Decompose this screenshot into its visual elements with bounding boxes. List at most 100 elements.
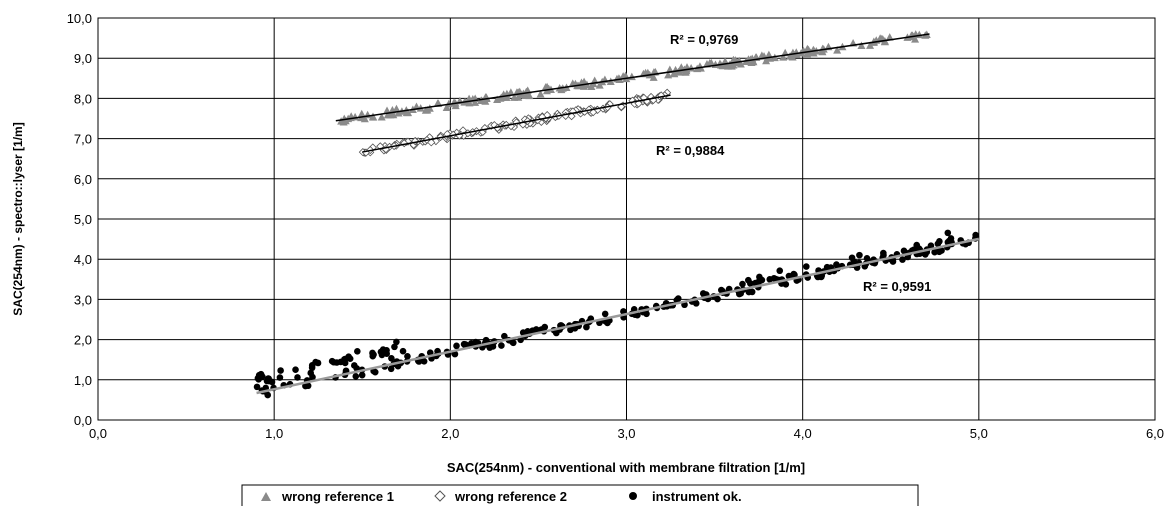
data-point-triangle [779,53,788,61]
data-point-circle [265,377,273,385]
data-point-triangle [357,109,366,118]
data-point-circle [257,370,265,378]
data-point-circle [620,308,627,315]
data-point-circle [739,280,746,288]
trendline [362,94,671,153]
data-point-circle [524,328,531,335]
y-tick-label: 4,0 [74,252,92,267]
data-point-circle [352,373,360,380]
data-point-circle [737,290,745,297]
data-point-triangle [360,114,369,123]
data-point-circle [276,374,284,381]
r2-label-series-1: R² = 0,9769 [670,32,738,47]
y-tick-label: 7,0 [74,132,92,147]
trendlines [256,33,980,395]
data-point-circle [934,240,942,248]
data-point-circle [745,288,753,296]
data-point-triangle [383,106,392,114]
y-axis-label: SAC(254nm) - spectro::lyser [1/m] [11,122,25,315]
data-point-circle [601,310,609,318]
data-point-circle [461,341,469,349]
y-tick-label: 10,0 [67,11,92,26]
x-tick-label: 1,0 [265,426,283,441]
data-point-circle [770,274,778,282]
data-point-triangle [510,93,519,101]
data-point-triangle [421,106,430,114]
y-tick-label: 8,0 [74,91,92,106]
data-point-triangle [496,94,505,102]
data-point-triangle [664,70,673,79]
data-point-circle [803,263,810,270]
tick-labels: 0,0 1,0 2,0 3,0 4,0 5,0 6,0 7,0 8,0 9,0 10,0 0,0 1,0… [67,11,1164,441]
data-point-circle [814,273,822,281]
x-tick-label: 3,0 [617,426,635,441]
data-point-circle [583,323,590,331]
data-point-circle [947,235,955,242]
y-tick-label: 2,0 [74,333,92,348]
legend-item-instrument-ok: instrument ok. [652,489,742,504]
data-point-circle [756,277,763,284]
data-point-triangle [341,116,350,125]
data-point-circle [369,349,376,357]
data-point-triangle [762,56,771,65]
data-point-triangle [723,62,732,70]
data-point-circle [346,355,354,362]
data-point-circle [358,371,366,379]
data-point-triangle [369,113,378,121]
data-point-triangle [442,103,451,112]
data-point-circle [341,355,349,363]
legend: wrong reference 1 wrong reference 2 inst… [241,484,919,508]
data-point-circle [790,270,798,278]
data-point-circle [309,373,316,381]
data-point-circle [388,354,395,362]
data-point-circle [944,229,952,237]
data-point-circle [404,352,411,360]
data-point-circle [451,350,459,358]
legend-item-wrong-reference-1: wrong reference 1 [281,489,394,504]
x-tick-label: 0,0 [89,426,107,441]
y-tick-label: 9,0 [74,51,92,66]
data-point-circle [277,367,284,374]
trendline [335,33,930,122]
data-point-circle [856,251,863,259]
data-point-triangle [649,73,658,81]
legend-item-wrong-reference-2: wrong reference 2 [454,489,567,504]
data-point-circle [927,242,935,250]
legend-marker-triangle [261,492,271,501]
data-point-triangle [857,41,866,49]
data-point-diamond [427,138,436,147]
y-tick-label: 0,0 [74,413,92,428]
data-point-circle [776,267,784,275]
y-tick-label: 5,0 [74,212,92,227]
data-point-triangle [705,59,714,67]
data-point-circle [253,383,261,391]
data-point-circle [501,332,508,340]
r2-label-series-2: R² = 0,9884 [656,143,725,158]
data-point-triangle [641,68,650,77]
data-point-circle [393,338,400,346]
data-point-triangle [718,61,727,70]
data-point-triangle [386,110,395,119]
data-point-circle [900,247,908,255]
data-point-circle [391,343,398,351]
data-point-triangle [833,46,842,54]
data-point-triangle [394,108,403,117]
legend-marker-diamond [434,490,446,502]
x-tick-label: 5,0 [970,426,988,441]
grid [98,18,1155,420]
data-point-circle [308,364,316,372]
data-point-triangle [866,41,875,49]
data-point-triangle [525,91,534,100]
data-point-circle [292,366,299,373]
data-point-triangle [536,90,545,98]
data-point-circle [532,326,540,333]
data-point-circle [387,365,395,373]
data-point-triangle [770,53,779,62]
data-point-circle [378,351,386,359]
data-point-triangle [670,69,679,78]
data-point-circle [453,342,460,350]
data-point-triangle [377,112,386,121]
data-point-circle [718,286,725,294]
